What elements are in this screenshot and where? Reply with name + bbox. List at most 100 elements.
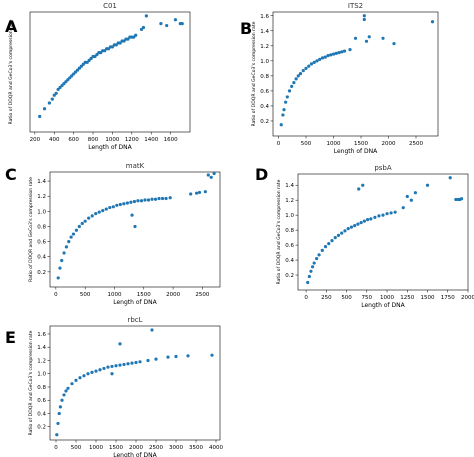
x-tick-label: 1000 [107, 292, 121, 298]
data-point [348, 47, 352, 52]
x-axis-label: Length of DNA [113, 452, 157, 457]
data-point [94, 369, 98, 373]
y-tick-label: 0.6 [37, 398, 46, 404]
data-point [69, 235, 73, 239]
data-point [60, 258, 64, 263]
y-tick-label: 0.4 [260, 104, 269, 110]
data-point [55, 433, 59, 437]
data-point [130, 361, 134, 365]
x-tick-label: 0 [277, 141, 281, 147]
x-axis-label: Length of DNA [361, 302, 405, 309]
y-tick-label: 0.6 [37, 240, 46, 246]
data-point [118, 363, 122, 367]
data-point [362, 219, 366, 223]
x-tick-label: 1600 [164, 137, 178, 143]
y-tick-label: 0.2 [260, 119, 269, 125]
chart-title: C01 [103, 2, 117, 10]
data-point [54, 91, 58, 95]
data-point [110, 372, 114, 376]
chart-panel: B ITS2 0 500 1000 1500 2000 2500 0.2 0.4 0.6 0.8 1.0… [240, 2, 439, 155]
data-point [97, 210, 101, 214]
data-point [290, 84, 294, 88]
data-point [212, 171, 216, 176]
data-point [154, 357, 158, 361]
data-point [430, 20, 435, 24]
data-point [206, 173, 210, 177]
data-point [320, 56, 325, 60]
data-point [102, 366, 106, 371]
x-tick-label: 1500 [354, 141, 368, 147]
data-point [317, 253, 321, 257]
y-tick-label: 1.0 [37, 372, 46, 378]
data-point [157, 196, 161, 201]
data-point [353, 36, 358, 40]
data-point [150, 328, 154, 332]
data-point [377, 214, 381, 218]
data-point [126, 37, 130, 41]
data-point [93, 54, 97, 59]
plot-frame [49, 171, 221, 288]
data-point [153, 197, 158, 201]
data-point [125, 201, 129, 205]
plot-frame [29, 11, 191, 133]
x-tick-label: 0 [304, 295, 308, 301]
data-point [405, 194, 409, 199]
data-point [98, 368, 102, 372]
data-point [104, 207, 108, 211]
data-point [146, 198, 151, 202]
x-tick-label: 500 [71, 445, 82, 451]
data-point [306, 280, 310, 285]
data-point [90, 214, 94, 218]
data-point [381, 213, 385, 217]
y-tick-label: 1.0 [260, 59, 269, 65]
data-point [118, 202, 122, 207]
data-point [139, 199, 144, 203]
data-point [79, 64, 83, 68]
data-point [361, 183, 365, 187]
data-point [393, 210, 397, 214]
chart-panel: A C01 200 400 600 800 1000 1200 1400 1600 Length o… [5, 2, 191, 151]
y-tick-label: 1.2 [37, 358, 46, 364]
x-axis-label: Length of DNA [88, 144, 132, 151]
data-point [62, 251, 66, 255]
data-point [425, 183, 430, 187]
data-point [89, 56, 93, 61]
x-tick-label: 1250 [400, 295, 414, 301]
data-point [64, 245, 69, 249]
y-tick-label: 0.2 [37, 270, 46, 276]
y-tick-label: 0.8 [260, 74, 269, 80]
y-tick-label: 1.4 [37, 179, 46, 185]
x-tick-label: 1500 [421, 295, 435, 301]
data-point [168, 196, 172, 200]
y-tick-label: 0.2 [37, 425, 46, 431]
data-point [115, 203, 119, 207]
y-axis-label: Ratio of DDQR and GeCo3's compression ra… [251, 21, 257, 126]
x-tick-label: 2500 [409, 141, 423, 147]
y-axis-label: Ratio of DDQR and GeCo3's compression ra… [276, 179, 282, 284]
y-axis-label: Ratio of DDQR and GeCo3's compression ra… [28, 177, 34, 282]
data-point [356, 222, 360, 226]
x-tick-label: 1000 [105, 137, 119, 143]
data-point [331, 52, 336, 56]
x-tick-label: 2000 [382, 141, 396, 147]
data-point [320, 248, 324, 252]
data-point [85, 60, 89, 64]
data-point [323, 244, 328, 249]
x-tick-label: 1000 [89, 445, 103, 451]
data-point [298, 72, 303, 76]
data-point [309, 62, 314, 66]
data-point [83, 219, 87, 223]
data-point [323, 55, 327, 59]
data-point [284, 100, 288, 104]
data-point [110, 364, 114, 369]
data-point [346, 227, 350, 231]
plot-frame [49, 325, 221, 441]
data-point [349, 225, 354, 229]
data-point [307, 274, 311, 279]
chart-title: psbA [374, 164, 392, 172]
data-point [279, 123, 283, 127]
data-point [64, 80, 68, 84]
data-point [180, 22, 184, 26]
data-point [114, 364, 118, 368]
